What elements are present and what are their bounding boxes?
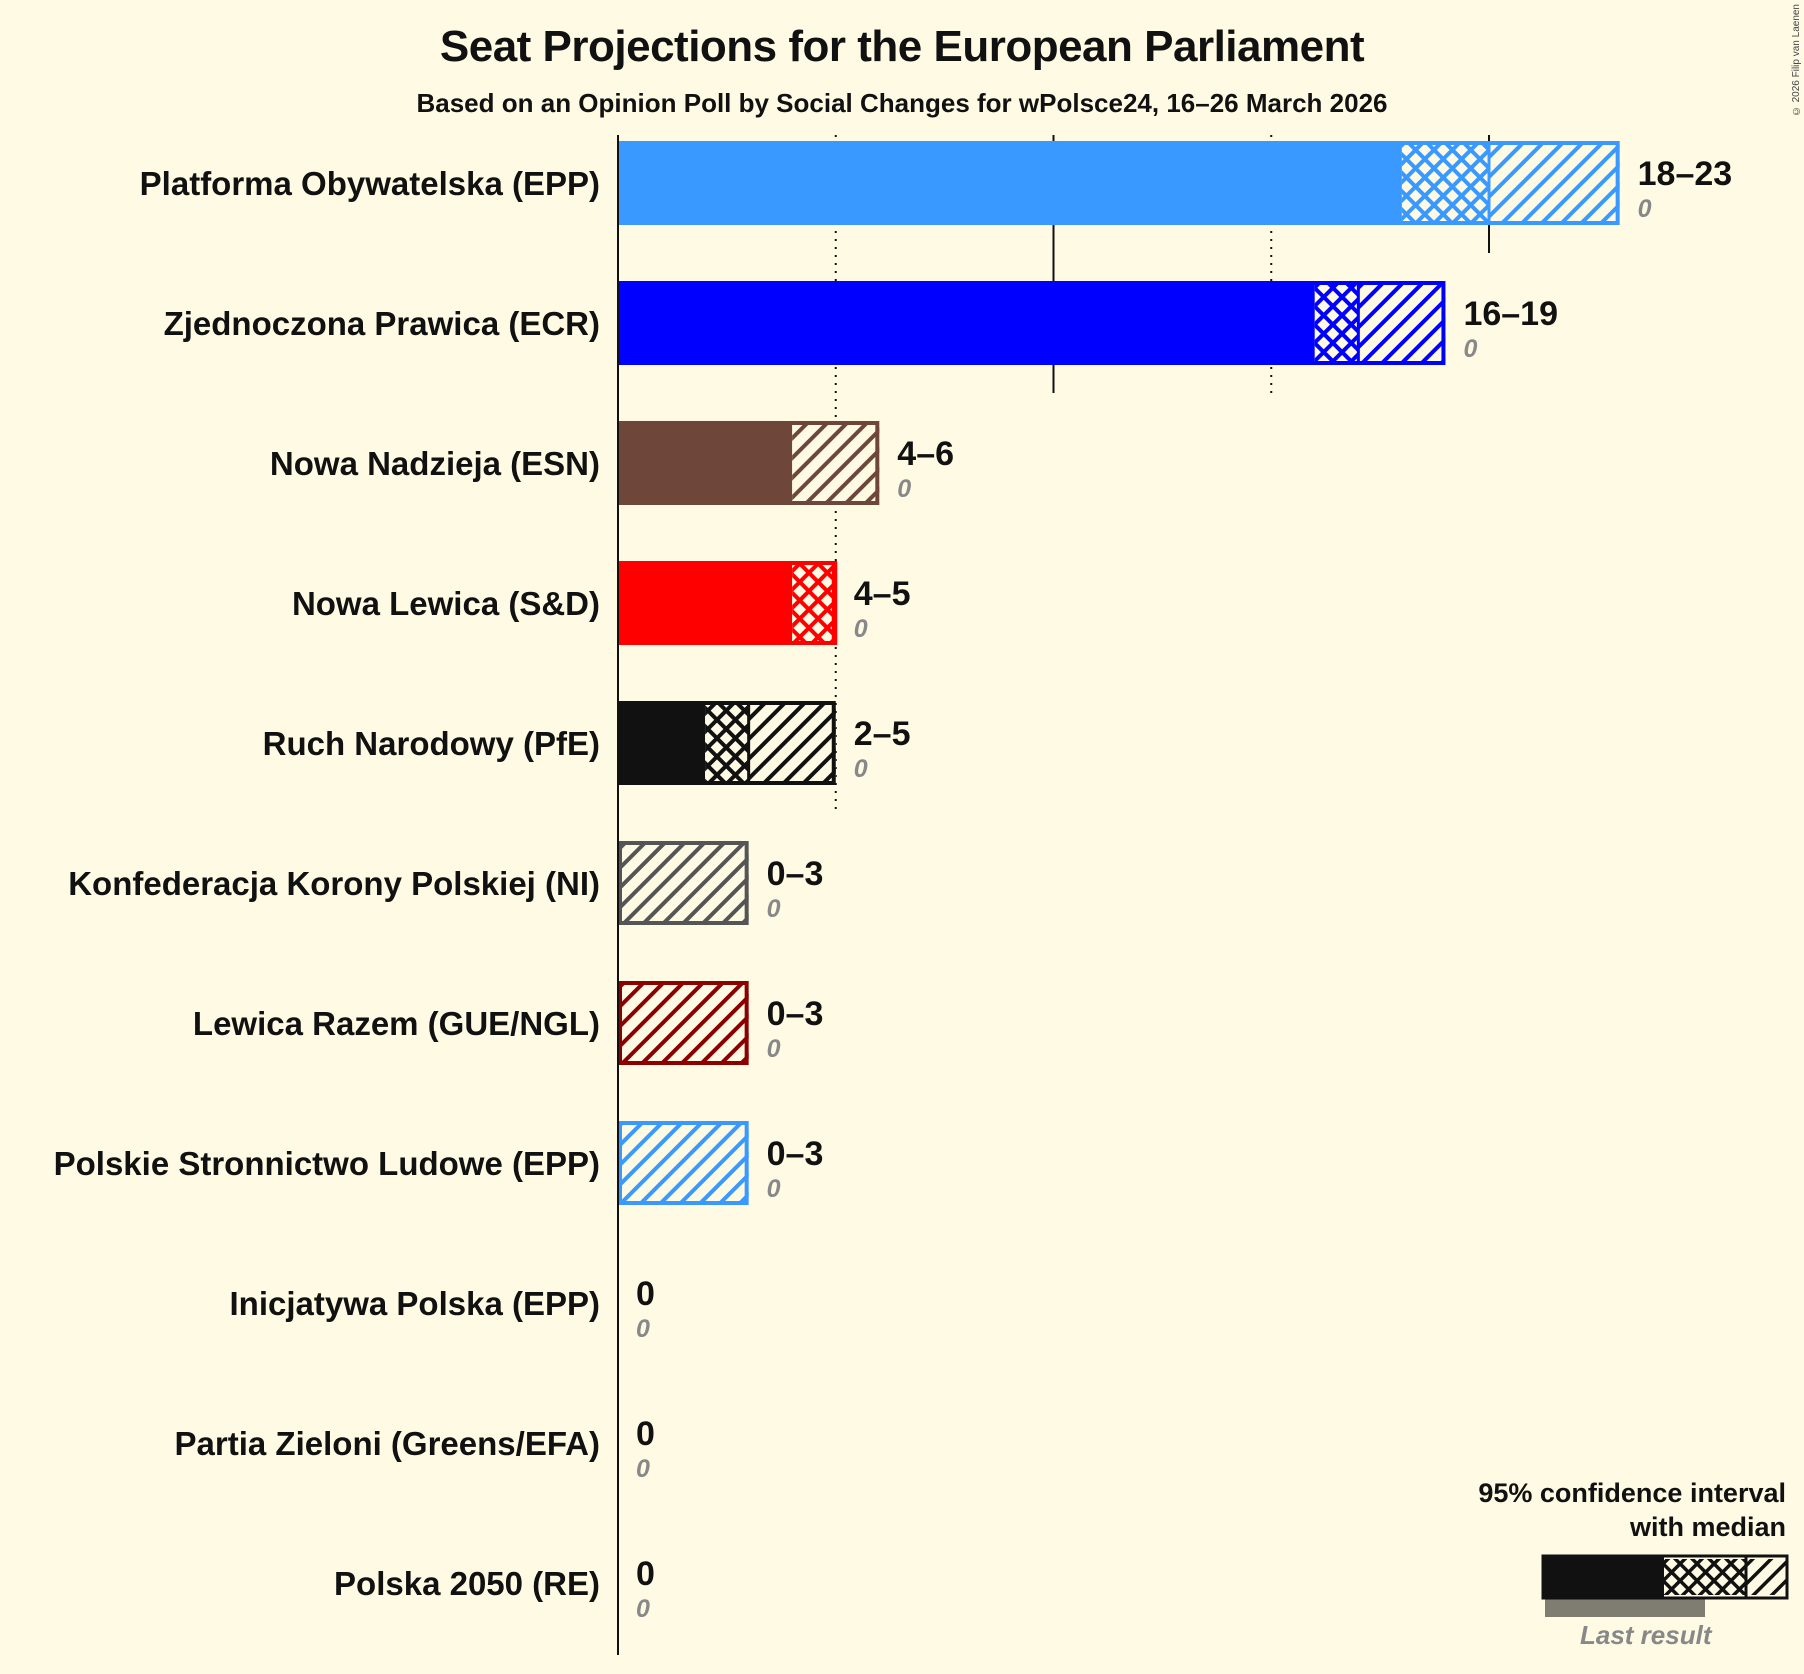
party-row: Polska 2050 (RE) 00 xyxy=(334,1555,655,1623)
party-row: Nowa Nadzieja (ESN) 4–60 xyxy=(270,421,954,505)
ci-outline xyxy=(618,1121,749,1205)
ci-upper-segment xyxy=(1489,145,1620,221)
chart-title: Seat Projections for the European Parlia… xyxy=(439,22,1365,71)
last-result-value: 0 xyxy=(854,615,868,643)
party-label: Polska 2050 (RE) xyxy=(334,1565,600,1602)
party-row: Lewica Razem (GUE/NGL) 0–30 xyxy=(193,981,824,1065)
legend-median-segment xyxy=(1664,1559,1746,1595)
legend-solid-segment xyxy=(1542,1555,1664,1599)
ci-outline xyxy=(618,561,836,645)
party-label: Konfederacja Korony Polskiej (NI) xyxy=(68,865,600,902)
last-result-value: 0 xyxy=(854,755,868,783)
legend-last-result-label: Last result xyxy=(1580,1620,1712,1650)
last-result-value: 0 xyxy=(1463,335,1477,363)
ci-solid-bar xyxy=(618,561,793,645)
ci-outline xyxy=(618,281,1446,365)
party-row: Partia Zieloni (Greens/EFA) 00 xyxy=(175,1415,655,1483)
seat-range-label: 4–6 xyxy=(897,435,954,473)
party-label: Zjednoczona Prawica (ECR) xyxy=(164,305,600,342)
party-row: Nowa Lewica (S&D) 4–50 xyxy=(292,561,911,645)
seat-range-label: 18–23 xyxy=(1638,155,1733,193)
ci-median-segment xyxy=(1314,285,1359,361)
party-row: Konfederacja Korony Polskiej (NI) 0–30 xyxy=(68,841,824,925)
ci-solid-bar xyxy=(618,281,1315,365)
ci-median-segment xyxy=(1401,145,1489,221)
seat-range-label: 0–3 xyxy=(767,855,824,893)
ci-median-segment xyxy=(705,705,749,781)
seat-range-label: 0 xyxy=(636,1275,655,1313)
last-result-value: 0 xyxy=(636,1595,650,1623)
party-label: Inicjatywa Polska (EPP) xyxy=(230,1285,600,1322)
seat-range-label: 4–5 xyxy=(854,575,911,613)
ci-solid-bar xyxy=(618,421,793,505)
gridlines xyxy=(834,135,1490,815)
ci-outline xyxy=(618,981,749,1065)
last-result-value: 0 xyxy=(636,1315,650,1343)
seat-range-label: 16–19 xyxy=(1463,295,1558,333)
legend-last-result-bar xyxy=(1545,1599,1705,1617)
party-label: Nowa Lewica (S&D) xyxy=(292,585,600,622)
ci-median-segment xyxy=(792,565,836,641)
seat-range-label: 0 xyxy=(636,1415,655,1453)
party-label: Platforma Obywatelska (EPP) xyxy=(140,165,600,202)
ci-upper-segment xyxy=(618,985,749,1061)
last-result-value: 0 xyxy=(767,1035,781,1063)
party-label: Nowa Nadzieja (ESN) xyxy=(270,445,600,482)
legend-title: 95% confidence interval with median xyxy=(1478,1476,1786,1544)
ci-upper-segment xyxy=(618,845,749,921)
ci-outline xyxy=(618,141,1620,225)
legend-title-line2: with median xyxy=(1629,1512,1786,1542)
last-result-value: 0 xyxy=(897,475,911,503)
ci-outline xyxy=(618,421,880,505)
ci-outline xyxy=(618,701,836,785)
legend-outline xyxy=(1541,1554,1789,1600)
seat-range-label: 0 xyxy=(636,1555,655,1593)
ci-solid-bar xyxy=(618,701,706,785)
party-row: Polskie Stronnictwo Ludowe (EPP) 0–30 xyxy=(54,1121,824,1205)
last-result-value: 0 xyxy=(767,1175,781,1203)
party-row: Platforma Obywatelska (EPP) 18–230 xyxy=(140,141,1733,225)
seat-range-label: 0–3 xyxy=(767,1135,824,1173)
legend-title-line1: 95% confidence interval xyxy=(1478,1478,1786,1508)
legend-upper-segment xyxy=(1746,1559,1786,1595)
party-row: Ruch Narodowy (PfE) 2–50 xyxy=(263,701,911,785)
last-result-value: 0 xyxy=(1638,195,1652,223)
party-row: Zjednoczona Prawica (ECR) 16–190 xyxy=(164,281,1558,365)
party-label: Polskie Stronnictwo Ludowe (EPP) xyxy=(54,1145,600,1182)
ci-solid-bar xyxy=(618,141,1402,225)
party-row: Inicjatywa Polska (EPP) 00 xyxy=(230,1275,655,1343)
ci-upper-segment xyxy=(618,1125,749,1201)
ci-upper-segment xyxy=(1358,285,1446,361)
last-result-value: 0 xyxy=(767,895,781,923)
party-label: Lewica Razem (GUE/NGL) xyxy=(193,1005,600,1042)
seat-range-label: 0–3 xyxy=(767,995,824,1033)
ci-upper-segment xyxy=(748,705,836,781)
last-result-value: 0 xyxy=(636,1455,650,1483)
party-label: Ruch Narodowy (PfE) xyxy=(263,725,600,762)
legend-sample xyxy=(1541,1554,1789,1617)
party-label: Partia Zieloni (Greens/EFA) xyxy=(175,1425,600,1462)
seat-range-label: 2–5 xyxy=(854,715,911,753)
chart-subtitle: Based on an Opinion Poll by Social Chang… xyxy=(416,88,1388,118)
ci-upper-segment xyxy=(792,425,880,501)
ci-outline xyxy=(618,841,749,925)
